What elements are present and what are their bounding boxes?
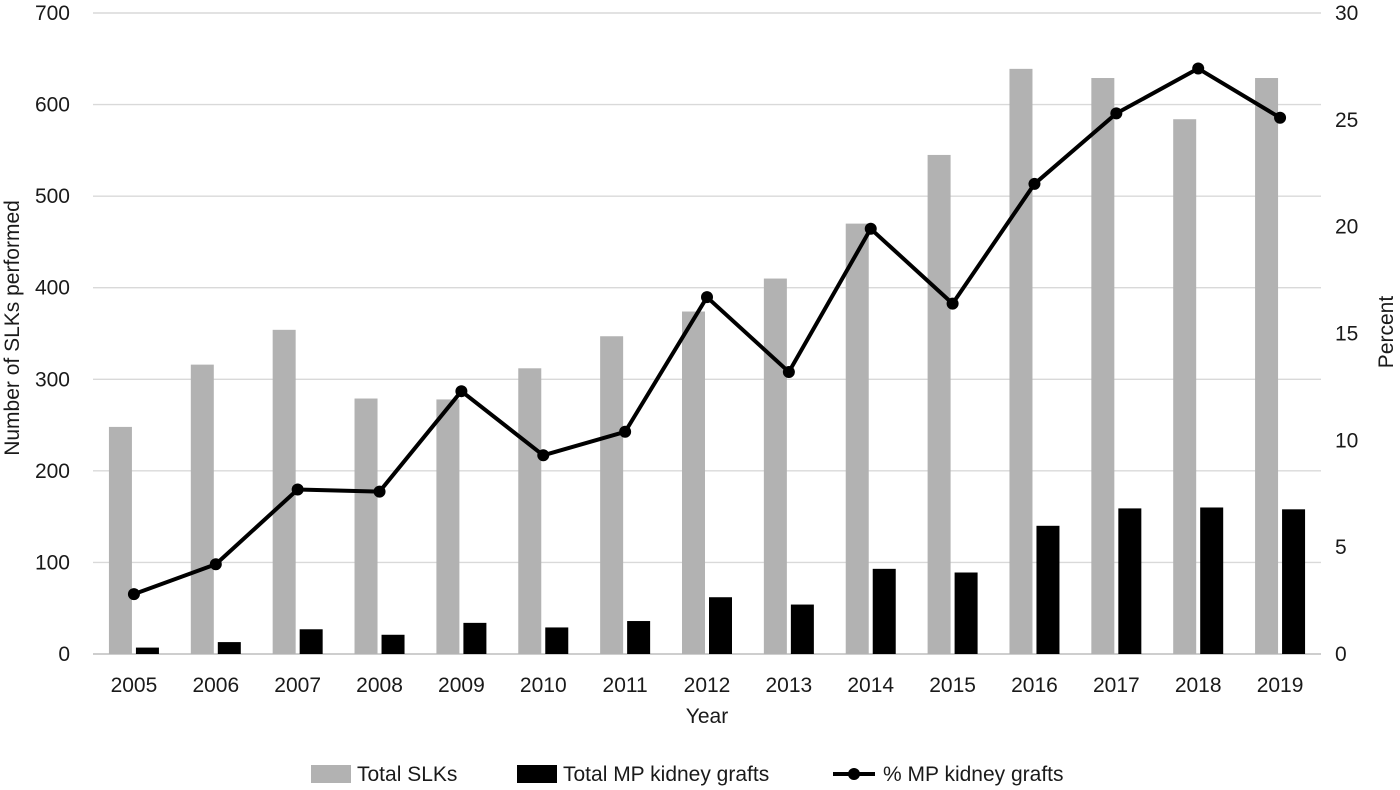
x-tick-label: 2016 [1011,674,1058,697]
x-tick-label: 2013 [766,674,813,697]
y2-tick-label: 20 [1335,216,1358,239]
bar-total-slks [190,364,214,654]
line-point [209,558,222,571]
x-tick-label: 2010 [520,674,567,697]
bar-total-slks [1173,119,1197,655]
bar-total-slks [1009,68,1033,654]
bar-total-mp-kidney-grafts [627,621,651,654]
x-tick-label: 2017 [1093,674,1140,697]
y-tick-label: 400 [35,277,70,300]
y-tick-label: 200 [35,460,70,483]
y-tick-label: 300 [35,368,70,391]
y2-tick-label: 10 [1335,429,1358,452]
bar-total-slks [518,368,542,654]
bar-total-mp-kidney-grafts [954,572,978,654]
y-tick-label: 700 [35,2,70,25]
line-point [1274,111,1287,124]
bars [108,68,1306,655]
x-tick-label: 2018 [1175,674,1222,697]
bar-total-mp-kidney-grafts [709,597,732,654]
x-axis-label: Year [686,705,728,728]
bar-total-slks [927,154,951,654]
legend-swatch [311,765,351,783]
bar-total-mp-kidney-grafts [381,634,405,654]
bar-total-mp-kidney-grafts [135,647,159,654]
y2-tick-label: 15 [1335,323,1358,346]
legend-label: Total SLKs [357,763,457,786]
line-point [619,425,632,438]
x-tick-label: 2011 [603,674,648,697]
line-point [864,222,877,235]
bar-total-mp-kidney-grafts [872,568,896,654]
y2-tick-label: 30 [1335,2,1358,25]
bar-total-mp-kidney-grafts [1200,507,1224,654]
y-tick-label: 100 [35,551,70,574]
bar-total-mp-kidney-grafts [1282,509,1306,654]
y-tick-label: 0 [58,643,70,666]
x-tick-label: 2012 [684,674,731,697]
line-point [455,385,468,398]
bar-total-mp-kidney-grafts [463,622,487,654]
y2-tick-label: 0 [1335,643,1347,666]
bar-total-mp-kidney-grafts [545,627,569,654]
bar-total-mp-kidney-grafts [790,604,814,654]
line-point [782,365,795,378]
line-point [701,291,713,304]
x-tick-label: 2019 [1257,674,1304,697]
x-tick-label: 2005 [111,674,158,697]
x-tick-label: 2014 [847,674,894,697]
bar-total-mp-kidney-grafts [1036,525,1060,654]
axes: 0 100 200 300 400 500 600 700 0 5 10 15 20 25 30 2005 20… [35,2,1358,697]
line-point [1192,62,1205,75]
legend-swatch [517,765,557,783]
bar-total-slks [1091,78,1115,654]
x-tick-label: 2008 [356,674,403,697]
y-axis-label: Number of SLKs performed [1,200,24,456]
y2-axis-label: Percent [1375,296,1398,369]
y2-tick-label: 5 [1335,536,1347,559]
x-tick-label: 2006 [192,674,239,697]
legend-label: Total MP kidney grafts [563,763,769,786]
bar-total-mp-kidney-grafts [217,642,241,654]
y-tick-label: 600 [35,94,70,117]
legend-label: % MP kidney grafts [883,763,1064,786]
line-point [946,297,959,310]
line-point [127,588,140,601]
line-point [1110,107,1123,120]
legend-marker [848,768,860,780]
bar-total-slks [272,329,296,654]
line-point [1028,177,1041,190]
line-point [537,449,550,462]
line-point [373,485,386,498]
bar-total-slks [1255,78,1279,654]
bar-total-slks [354,398,378,654]
gridlines [93,12,1321,655]
bar-total-mp-kidney-grafts [299,629,323,654]
bar-total-mp-kidney-grafts [1118,508,1142,654]
bar-total-slks [763,278,787,654]
bar-total-slks [108,426,132,654]
bar-total-slks [600,336,624,654]
x-tick-label: 2015 [929,674,976,697]
x-tick-label: 2009 [438,674,485,697]
bar-total-slks [436,399,460,654]
line-point [291,483,304,496]
bar-total-slks [682,311,705,654]
legend: Total SLKs Total MP kidney grafts % MP kid… [311,763,1064,786]
y-tick-label: 500 [35,185,70,208]
x-tick-label: 2007 [274,674,321,697]
y2-tick-label: 25 [1335,109,1358,132]
line-series [127,62,1287,601]
bar-total-slks [845,223,869,654]
